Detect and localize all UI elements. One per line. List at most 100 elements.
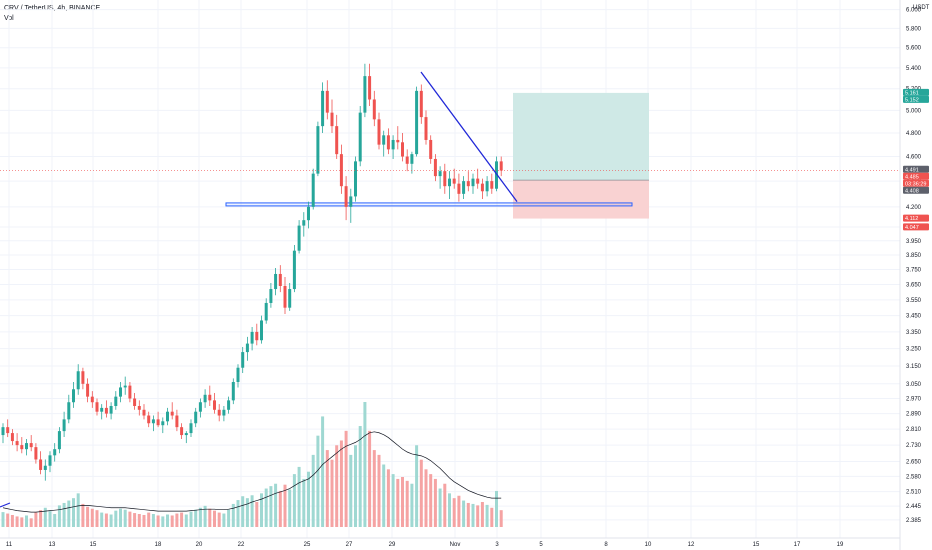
volume-bar [48,511,52,527]
candle-body [90,396,94,403]
support-zone-box[interactable] [225,202,633,207]
volume-bar [166,514,169,527]
candle-body [452,178,456,184]
candle-body [217,409,221,416]
volume-bar [53,514,57,527]
y-tick-label: 4.200 [906,205,922,211]
volume-bar [311,454,315,527]
volume-bar [269,486,273,527]
candle-body [274,273,278,290]
volume-bar [260,493,263,527]
volume-bar [213,510,216,527]
price-badge-label: 5.152 [905,97,919,103]
candle-body [76,371,80,390]
volume-bar [466,502,470,527]
candle-body [316,126,320,174]
candle-body [382,135,386,145]
target-zone[interactable] [513,92,649,181]
volume-bar [321,416,325,527]
candle-body [269,289,273,303]
y-tick-label: 3.050 [906,382,922,388]
volume-bar [401,477,404,527]
volume-bar [128,511,132,527]
volume-bar [339,440,343,527]
price-badge-label: 4.408 [905,188,919,194]
volume-bar [415,445,419,527]
candle-body [1,427,5,436]
volume-bar [236,500,240,527]
candle-body [354,161,357,197]
x-tick-label: 22 [238,542,245,548]
candle-body [208,394,212,401]
volume-bar [222,513,226,527]
volume-bar [283,484,287,527]
volume-bar [462,500,466,527]
y-tick-label: 3.650 [906,282,922,288]
volume-bar [372,450,376,527]
volume-bar [76,493,80,527]
x-tick-label: 15 [90,542,97,548]
volume-bar [217,512,221,527]
candle-body [325,90,329,113]
candle-body [147,415,151,424]
volume-bar [382,464,386,527]
candle-body [288,289,292,308]
volume-bar [302,478,306,527]
y-tick-label: 2.810 [906,427,922,433]
candle-body [142,409,146,416]
candle-body [457,183,461,194]
price-badge [903,165,929,173]
volume-bar [6,513,10,527]
candle-body [391,139,395,150]
candle-body [339,154,343,187]
y-tick-label: 2.445 [906,504,922,510]
volume-bar [495,490,498,527]
candle-body [180,427,184,436]
y-tick-label: 3.550 [906,298,922,304]
descending-trendline[interactable] [420,71,518,202]
candle-body [39,459,43,470]
price-badge [903,214,929,222]
stop-zone[interactable] [513,180,649,219]
y-tick-label: 3.150 [906,364,922,370]
candle-body [53,449,57,456]
candle-body [161,421,165,426]
y-tick-label: 5.800 [906,26,922,32]
candle-body [123,385,127,388]
volume-bar [67,500,71,527]
candle-body [236,367,240,382]
volume-bar [241,496,245,527]
candle-body [278,273,282,286]
volume-bar [424,469,428,527]
volume-bar [161,516,165,527]
candle-body [429,139,433,159]
candle-body [495,161,498,189]
candle-body [48,455,52,466]
candle-body [471,178,475,187]
price-badge-label: 5.161 [905,90,919,96]
volume-bar [485,504,489,527]
currency-label: USDT [913,5,930,11]
volume-bar [114,510,118,527]
candle-body [57,431,61,450]
candle-body [189,423,193,434]
candle-body [86,383,90,397]
volume-bar [90,508,94,527]
volume-bar [227,509,231,527]
candle-body [43,465,47,470]
x-tick-label: 11 [6,542,13,548]
price-badge-label: 4.047 [905,225,919,231]
candle-body [104,407,108,414]
candle-body [410,154,414,164]
volume-bar [95,510,99,527]
candle-body [81,371,85,384]
volume-bar [250,495,254,527]
candle-body [297,225,301,251]
candle-body [499,161,503,171]
x-tick-label: 10 [645,542,652,548]
candle-body [377,119,381,145]
volume-bar [109,514,113,527]
candle-body [133,398,137,407]
price-badge [903,95,929,103]
